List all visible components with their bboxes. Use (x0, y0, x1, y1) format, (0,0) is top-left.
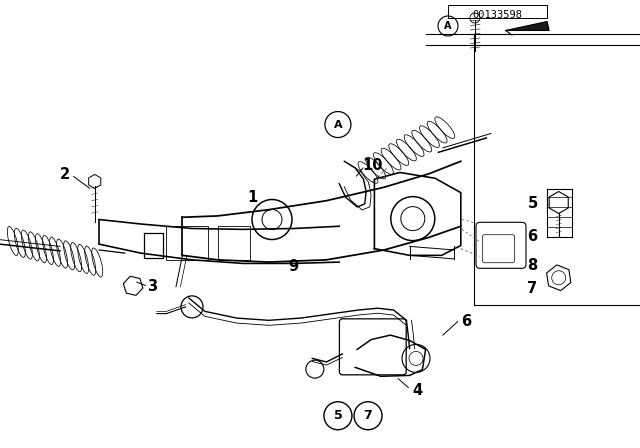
Bar (448, 5, 547, 18)
Text: 9: 9 (288, 259, 298, 274)
Text: 8: 8 (527, 258, 538, 273)
Bar (218, 226, 250, 260)
Polygon shape (506, 22, 549, 30)
Text: 00133598: 00133598 (472, 10, 522, 20)
Text: 7: 7 (527, 281, 538, 297)
Text: 7: 7 (364, 409, 372, 422)
Text: 1: 1 (248, 190, 258, 205)
Text: A: A (333, 120, 342, 129)
Text: 6: 6 (461, 314, 471, 329)
Text: A: A (444, 21, 452, 31)
Text: 5: 5 (527, 196, 538, 211)
Text: 2: 2 (60, 167, 70, 182)
Text: 4: 4 (412, 383, 422, 398)
Bar (166, 226, 208, 260)
Text: 6: 6 (527, 229, 538, 244)
Text: 5: 5 (333, 409, 342, 422)
Text: 3: 3 (147, 279, 157, 294)
Text: 10: 10 (362, 158, 383, 173)
